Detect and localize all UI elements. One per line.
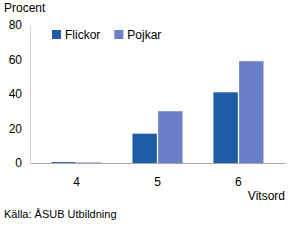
legend-swatch [114,30,123,39]
y-tick: 60 [9,53,30,67]
y-tick-label: 80 [9,18,23,32]
plot: 0 20 40 60 80 4 5 6 Flickor Pojkar [9,18,286,188]
x-tick: 5 [154,163,161,189]
legend-item: Flickor [52,28,100,42]
x-tick-label: 6 [235,175,242,189]
x-axis-title: Vitsord [248,189,285,203]
bars [52,61,264,163]
y-axis: 0 20 40 60 80 [9,18,31,170]
legend: Flickor Pojkar [52,28,161,42]
y-axis-line [30,26,31,164]
x-tick: 4 [73,163,80,189]
bar [239,61,263,163]
bar [158,111,182,163]
source: Källa: ÅSUB Utbildning [4,208,117,220]
bar [132,134,156,163]
chart: 0 20 40 60 80 4 5 6 Flickor Pojkar Procent Vitsord K… [0,0,293,226]
legend-swatch [52,30,61,39]
y-tick-label: 0 [15,156,22,170]
y-axis-title: Procent [4,1,46,15]
y-tick: 0 [15,156,30,170]
y-tick-label: 40 [9,87,23,101]
legend-label: Pojkar [127,28,161,42]
x-tick: 6 [235,163,242,189]
y-tick-label: 20 [9,122,23,136]
y-tick: 20 [9,122,30,136]
x-tick-label: 5 [154,175,161,189]
legend-item: Pojkar [114,28,161,42]
x-axis: 4 5 6 [31,163,286,189]
legend-label: Flickor [65,28,100,42]
x-axis-line [31,163,286,164]
y-tick: 40 [9,87,30,101]
bar [213,92,237,163]
x-tick-label: 4 [73,175,80,189]
y-tick-label: 60 [9,53,23,67]
bar [52,162,76,163]
y-tick: 80 [9,18,30,32]
bar [77,162,101,163]
